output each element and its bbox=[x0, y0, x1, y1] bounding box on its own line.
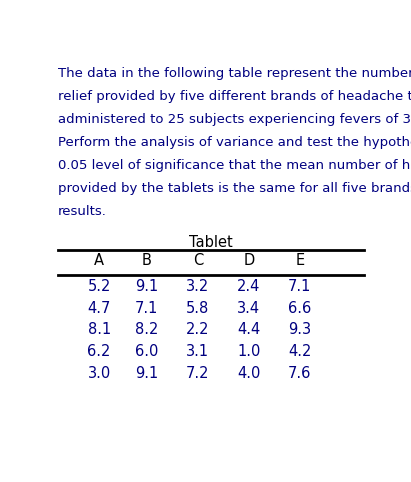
Text: 8.2: 8.2 bbox=[135, 322, 159, 337]
Text: 5.2: 5.2 bbox=[88, 280, 111, 295]
Text: results.: results. bbox=[58, 205, 106, 218]
Text: 7.1: 7.1 bbox=[288, 280, 312, 295]
Text: C: C bbox=[193, 254, 203, 268]
Text: Perform the analysis of variance and test the hypothesis at the: Perform the analysis of variance and tes… bbox=[58, 136, 411, 149]
Text: 9.1: 9.1 bbox=[135, 280, 159, 295]
Text: 7.6: 7.6 bbox=[288, 365, 312, 380]
Text: 0.05 level of significance that the mean number of hours of relief: 0.05 level of significance that the mean… bbox=[58, 159, 411, 172]
Text: E: E bbox=[295, 254, 305, 268]
Text: 3.1: 3.1 bbox=[186, 344, 210, 359]
Text: 1.0: 1.0 bbox=[237, 344, 261, 359]
Text: The data in the following table represent the number of hours of: The data in the following table represen… bbox=[58, 67, 411, 80]
Text: 4.2: 4.2 bbox=[288, 344, 312, 359]
Text: 3.4: 3.4 bbox=[237, 301, 261, 316]
Text: administered to 25 subjects experiencing fevers of 38° C or more.: administered to 25 subjects experiencing… bbox=[58, 113, 411, 126]
Text: Tablet: Tablet bbox=[189, 235, 233, 250]
Text: 4.4: 4.4 bbox=[237, 322, 261, 337]
Text: 9.3: 9.3 bbox=[288, 322, 312, 337]
Text: 6.0: 6.0 bbox=[135, 344, 159, 359]
Text: 3.2: 3.2 bbox=[186, 280, 210, 295]
Text: 4.7: 4.7 bbox=[88, 301, 111, 316]
Text: 4.0: 4.0 bbox=[237, 365, 261, 380]
Text: 6.6: 6.6 bbox=[288, 301, 312, 316]
Text: 8.1: 8.1 bbox=[88, 322, 111, 337]
Text: 3.0: 3.0 bbox=[88, 365, 111, 380]
Text: relief provided by five different brands of headache tablets: relief provided by five different brands… bbox=[58, 90, 411, 103]
Text: D: D bbox=[243, 254, 254, 268]
Text: 2.4: 2.4 bbox=[237, 280, 261, 295]
Text: A: A bbox=[94, 254, 104, 268]
Text: B: B bbox=[142, 254, 152, 268]
Text: 6.2: 6.2 bbox=[88, 344, 111, 359]
Text: 2.2: 2.2 bbox=[186, 322, 210, 337]
Text: 7.1: 7.1 bbox=[135, 301, 159, 316]
Text: 5.8: 5.8 bbox=[186, 301, 210, 316]
Text: 9.1: 9.1 bbox=[135, 365, 159, 380]
Text: 7.2: 7.2 bbox=[186, 365, 210, 380]
Text: provided by the tablets is the same for all five brands. Discuss the: provided by the tablets is the same for … bbox=[58, 182, 411, 195]
